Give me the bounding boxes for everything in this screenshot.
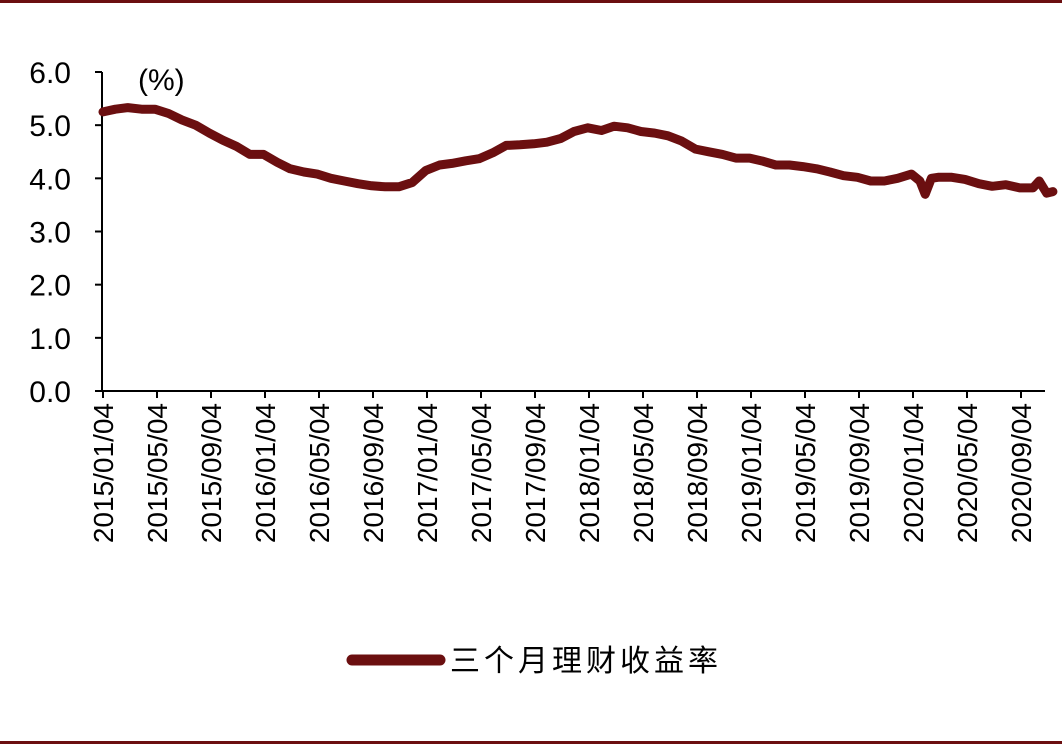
y-tick-label: 4.0 bbox=[29, 163, 71, 196]
x-tick-label: 2019/01/04 bbox=[736, 403, 767, 543]
top-border-line bbox=[0, 0, 1062, 3]
y-tick-label: 3.0 bbox=[29, 217, 71, 250]
legend: 三个月理财收益率 bbox=[346, 644, 722, 679]
x-tick-label: 2019/05/04 bbox=[790, 403, 821, 543]
y-tick-label: 2.0 bbox=[29, 270, 71, 303]
y-tick-label: 0.0 bbox=[29, 376, 71, 409]
y-axis: 0.0 1.0 2.0 3.0 4.0 5.0 6.0 bbox=[29, 57, 103, 409]
y-unit-label: (%) bbox=[138, 64, 185, 97]
x-tick-label: 2016/01/04 bbox=[250, 403, 281, 543]
x-tick-label: 2016/05/04 bbox=[304, 403, 335, 543]
series-line bbox=[98, 103, 1058, 199]
bottom-border-line bbox=[0, 741, 1062, 744]
y-tick-label: 1.0 bbox=[29, 323, 71, 356]
x-tick-label: 2016/09/04 bbox=[358, 403, 389, 543]
series-group bbox=[98, 103, 1058, 199]
x-tick-label: 2020/01/04 bbox=[898, 403, 929, 543]
x-axis: 2015/01/04 2015/05/04 2015/09/04 2016/01/04… bbox=[88, 390, 1045, 543]
legend-label: 三个月理财收益率 bbox=[450, 644, 722, 679]
y-tick-label: 5.0 bbox=[29, 110, 71, 143]
x-tick-label: 2017/01/04 bbox=[412, 403, 443, 543]
x-tick-label: 2019/09/04 bbox=[844, 403, 875, 543]
x-tick-label: 2015/01/04 bbox=[88, 403, 119, 543]
x-tick-label: 2018/09/04 bbox=[682, 403, 713, 543]
x-tick-label: 2015/09/04 bbox=[196, 403, 227, 543]
x-tick-label: 2017/05/04 bbox=[466, 403, 497, 543]
x-tick-label: 2018/05/04 bbox=[628, 403, 659, 543]
y-tick-label: 6.0 bbox=[29, 57, 71, 90]
x-tick-label: 2015/05/04 bbox=[142, 403, 173, 543]
x-tick-label: 2020/05/04 bbox=[952, 403, 983, 543]
x-tick-label: 2018/01/04 bbox=[574, 403, 605, 543]
x-tick-label: 2020/09/04 bbox=[1006, 403, 1037, 543]
x-tick-label: 2017/09/04 bbox=[520, 403, 551, 543]
